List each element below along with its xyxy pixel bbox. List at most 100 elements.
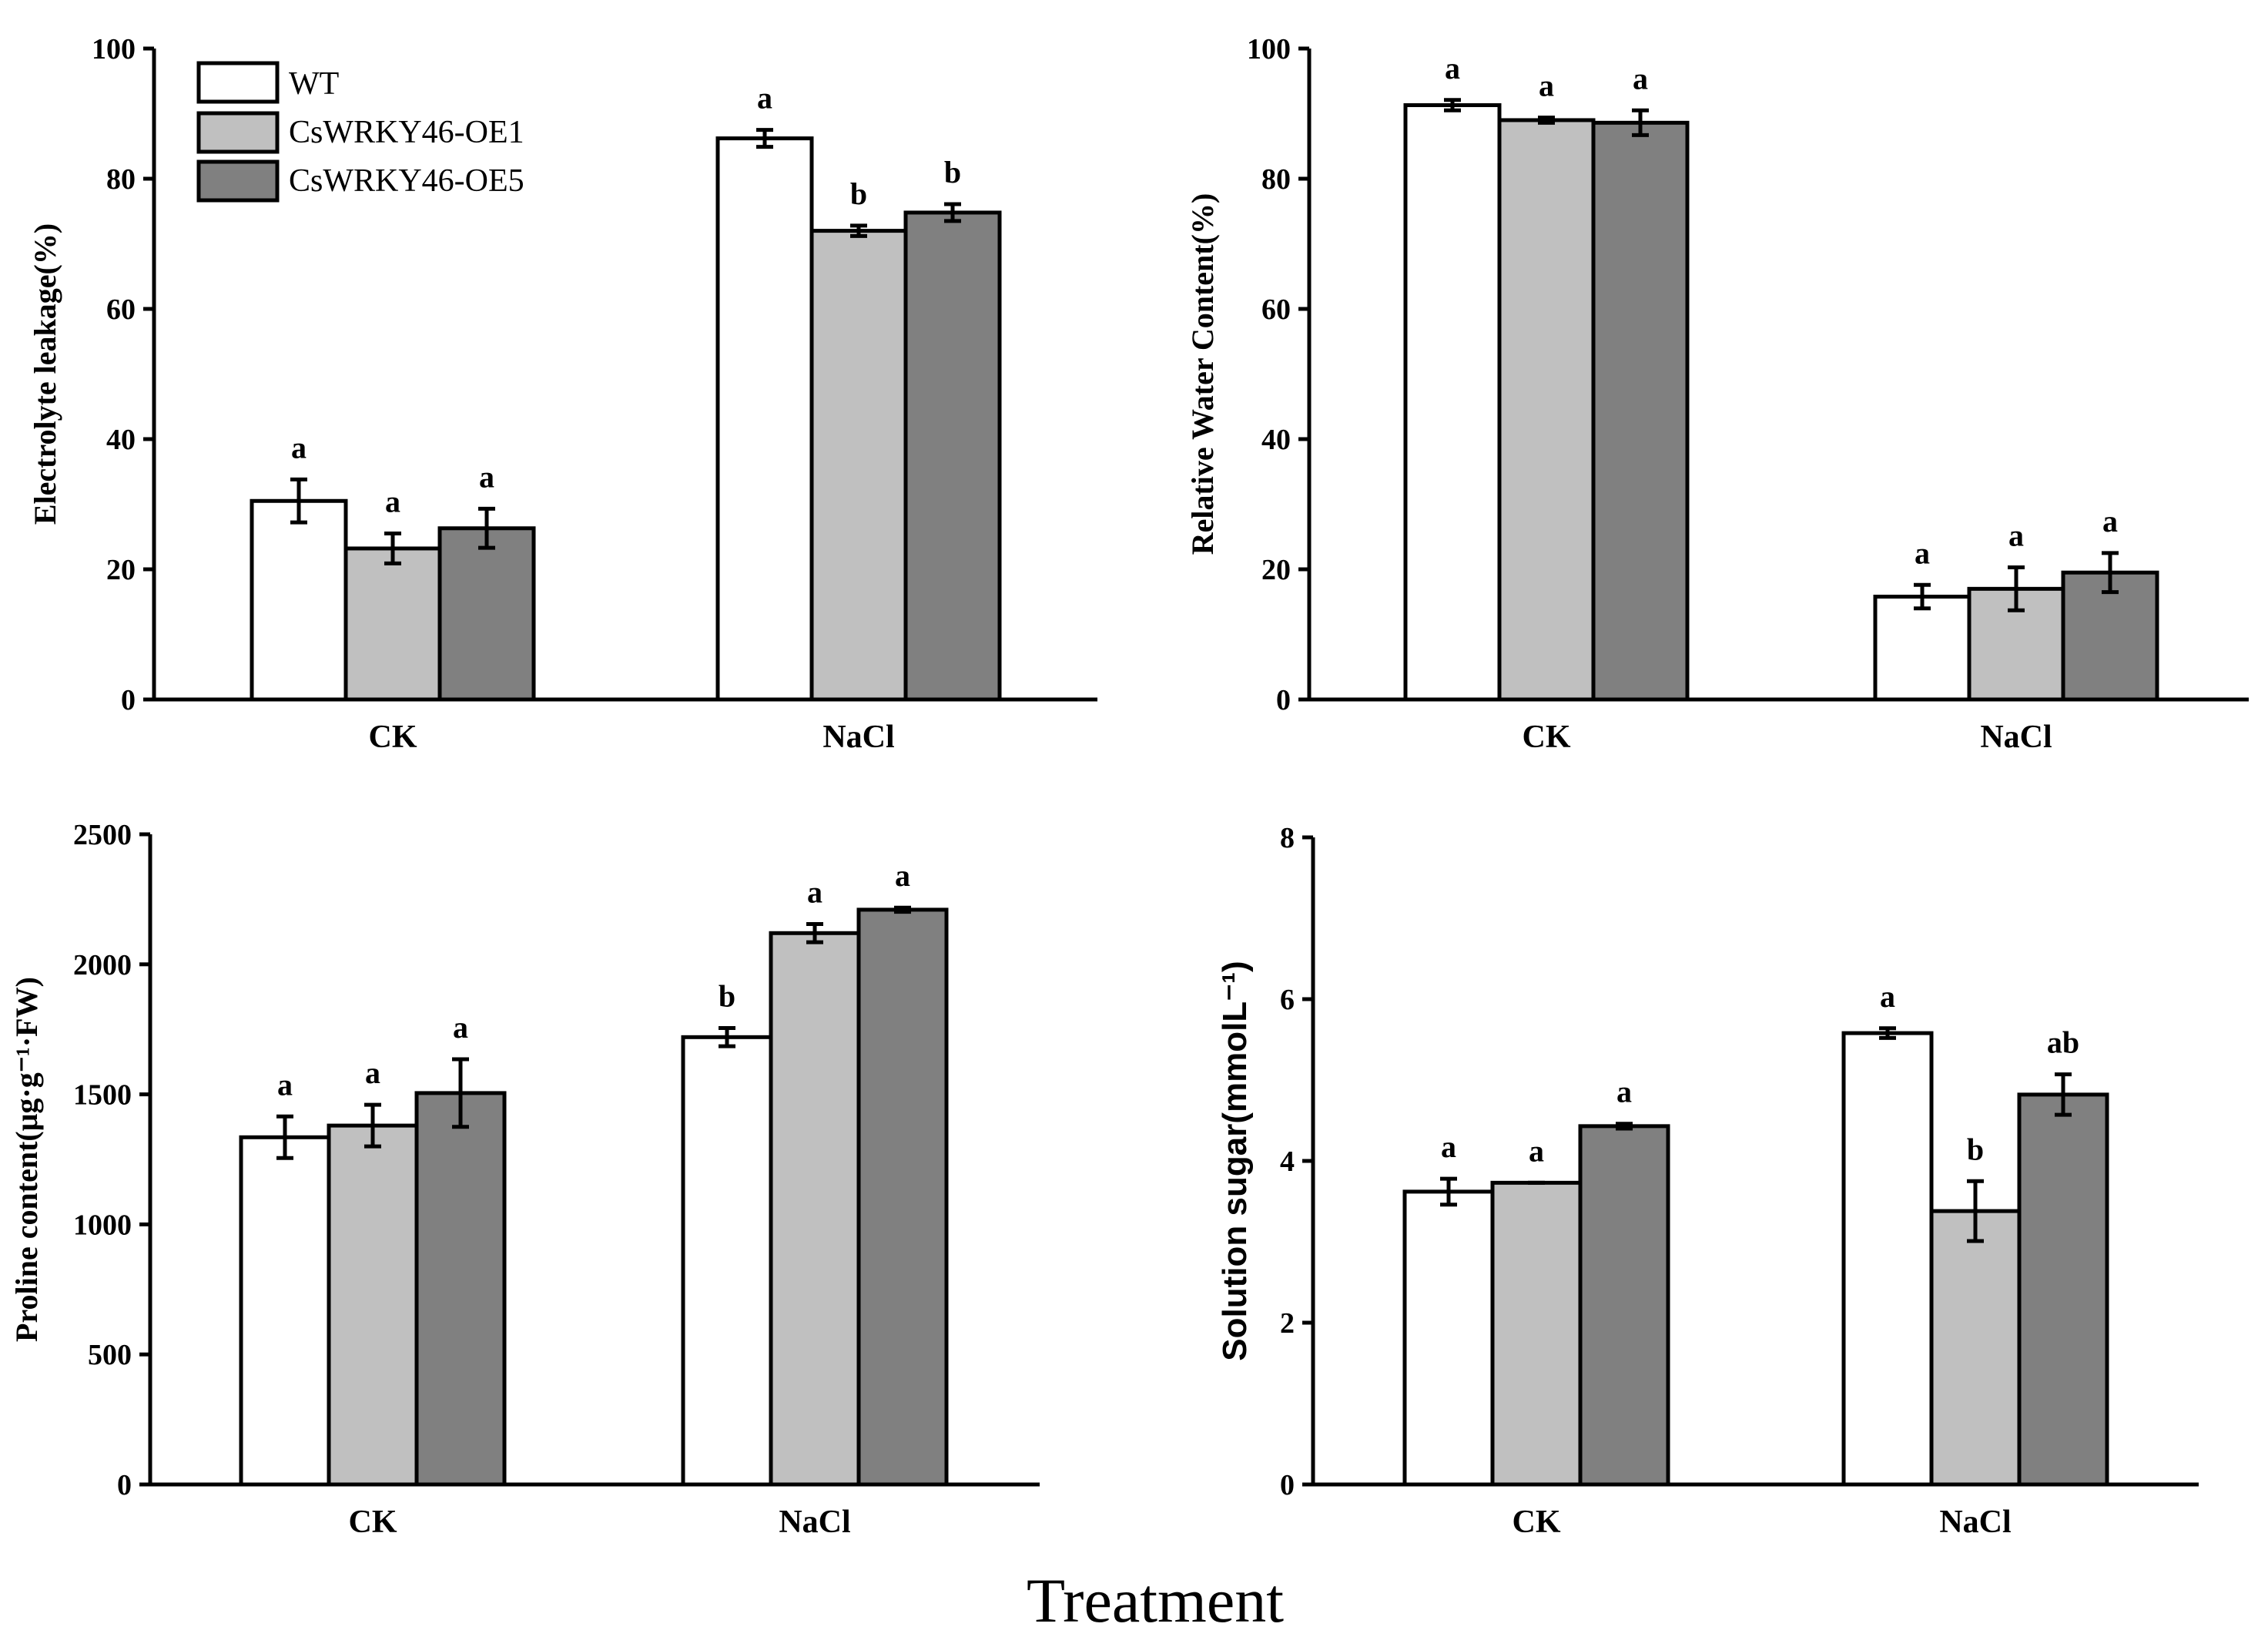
- bar-ck-series-1: [239, 1135, 331, 1487]
- error-bar: [2055, 1072, 2072, 1117]
- bar-ck-series-2: [327, 1123, 419, 1487]
- bar-ck-series-3: [437, 526, 536, 702]
- y-tick-label: 100: [92, 33, 136, 65]
- category-label-nacl: NaCl: [1939, 1504, 2011, 1540]
- error-bar: [364, 1102, 381, 1149]
- common-x-axis-label: Treatment: [1027, 1565, 1284, 1635]
- error-bar: [944, 202, 961, 223]
- y-tick-label: 8: [1280, 822, 1295, 854]
- error-bar: [290, 477, 307, 525]
- significance-letter: a: [291, 430, 307, 465]
- y-tick-label: 1500: [73, 1079, 132, 1112]
- significance-letter: ab: [2047, 1025, 2079, 1060]
- significance-letter: a: [2102, 504, 2118, 538]
- error-bar: [806, 921, 823, 944]
- y-axis-title: Proline content(μg·g⁻¹·FW): [9, 977, 44, 1342]
- bar-ck-series-3: [1591, 120, 1690, 702]
- error-bar: [1967, 1179, 1984, 1243]
- bar-ck-series-1: [1403, 103, 1502, 702]
- category-label-ck: CK: [1513, 1504, 1561, 1540]
- category-label-ck: CK: [369, 720, 417, 755]
- significance-letter: a: [277, 1067, 293, 1102]
- significance-letter: a: [1539, 69, 1554, 103]
- significance-letter: a: [1441, 1129, 1456, 1164]
- y-tick-label: 40: [1261, 424, 1291, 456]
- significance-letter: b: [1967, 1132, 1984, 1166]
- legend-label-wt: WT: [289, 66, 339, 102]
- y-tick-label: 60: [106, 294, 136, 326]
- legend-swatch-oe5: [196, 159, 280, 203]
- error-bar: [756, 128, 773, 149]
- y-tick-label: 4: [1280, 1146, 1295, 1178]
- bar-nacl-series-2: [1929, 1209, 2022, 1487]
- significance-letter: a: [2008, 518, 2024, 552]
- error-bar: [894, 905, 911, 914]
- significance-letter: a: [1616, 1075, 1632, 1109]
- error-bar: [1440, 1176, 1457, 1207]
- legend-swatch-wt: [196, 61, 280, 104]
- significance-letter: a: [1633, 61, 1648, 96]
- y-tick-label: 0: [121, 684, 136, 716]
- significance-letter: b: [719, 979, 735, 1014]
- y-tick-label: 2: [1280, 1307, 1295, 1340]
- y-tick-label: 1000: [73, 1209, 132, 1241]
- significance-letter: a: [1880, 979, 1895, 1014]
- chart-panel-3: a a a CK b a a NaCl 0 500 1000 1500 2000 2500 Proline …: [9, 819, 1040, 1540]
- bar-nacl-series-1: [1841, 1031, 1934, 1487]
- error-bar: [384, 532, 401, 565]
- bar-nacl-series-3: [903, 210, 1002, 702]
- bar-ck-series-2: [1497, 118, 1596, 702]
- legend-swatch-oe1: [196, 111, 280, 154]
- y-axis-title: Electrolyte leakage(%): [28, 223, 62, 525]
- error-bar: [1914, 582, 1931, 611]
- significance-letter: a: [1445, 51, 1460, 86]
- bar-nacl-series-1: [1873, 594, 1972, 702]
- bar-nacl-series-2: [769, 931, 861, 1487]
- error-bar: [1616, 1122, 1633, 1131]
- bar-nacl-series-1: [715, 136, 814, 702]
- y-axis-title: Solution sugar(mmolL⁻¹): [1216, 961, 1254, 1360]
- bar-ck-series-2: [1490, 1180, 1583, 1487]
- y-tick-label: 2000: [73, 949, 132, 981]
- error-bar: [850, 223, 867, 238]
- category-label-nacl: NaCl: [779, 1504, 850, 1540]
- bar-ck-series-3: [1578, 1124, 1670, 1487]
- error-bar: [1879, 1026, 1896, 1040]
- y-tick-label: 60: [1261, 294, 1291, 326]
- y-tick-label: 0: [1276, 684, 1291, 716]
- error-bar: [452, 1057, 469, 1129]
- bar-ck-series-2: [343, 546, 442, 702]
- significance-letter: a: [365, 1055, 380, 1090]
- category-label-nacl: NaCl: [822, 720, 894, 755]
- category-label-nacl: NaCl: [1980, 720, 2052, 755]
- error-bar: [719, 1026, 735, 1048]
- y-tick-label: 20: [1261, 554, 1291, 586]
- legend-label-oe1: CsWRKY46-OE1: [289, 115, 524, 150]
- error-bar: [2008, 565, 2025, 612]
- y-tick-label: 6: [1280, 984, 1295, 1016]
- y-tick-label: 80: [106, 163, 136, 196]
- error-bar: [478, 506, 495, 550]
- bar-ck-series-3: [414, 1091, 507, 1487]
- y-tick-label: 40: [106, 424, 136, 456]
- y-tick-label: 500: [88, 1339, 132, 1371]
- significance-letter: a: [1529, 1133, 1544, 1168]
- significance-letter: a: [1915, 535, 1930, 570]
- category-label-ck: CK: [1523, 720, 1571, 755]
- bar-nacl-series-2: [809, 229, 908, 702]
- bar-nacl-series-1: [681, 1035, 773, 1487]
- significance-letter: b: [944, 155, 961, 190]
- significance-letter: a: [757, 81, 772, 116]
- error-bar: [276, 1114, 293, 1160]
- chart-panel-1: a a a CK a b b NaCl 0 20 40 60 80 100 Electrolyte leak…: [28, 33, 1097, 755]
- y-axis-title: Relative Water Content(%): [1185, 193, 1220, 555]
- chart-panel-2: a a a CK a a a NaCl 0 20 40 60 80 100 Relative Water C…: [1185, 33, 2249, 755]
- y-tick-label: 100: [1247, 33, 1291, 65]
- legend: WT CsWRKY46-OE1 CsWRKY46-OE5: [196, 61, 524, 203]
- significance-letter: b: [850, 176, 867, 211]
- error-bar: [2102, 551, 2119, 595]
- significance-letter: a: [895, 858, 910, 893]
- error-bar: [1632, 108, 1649, 137]
